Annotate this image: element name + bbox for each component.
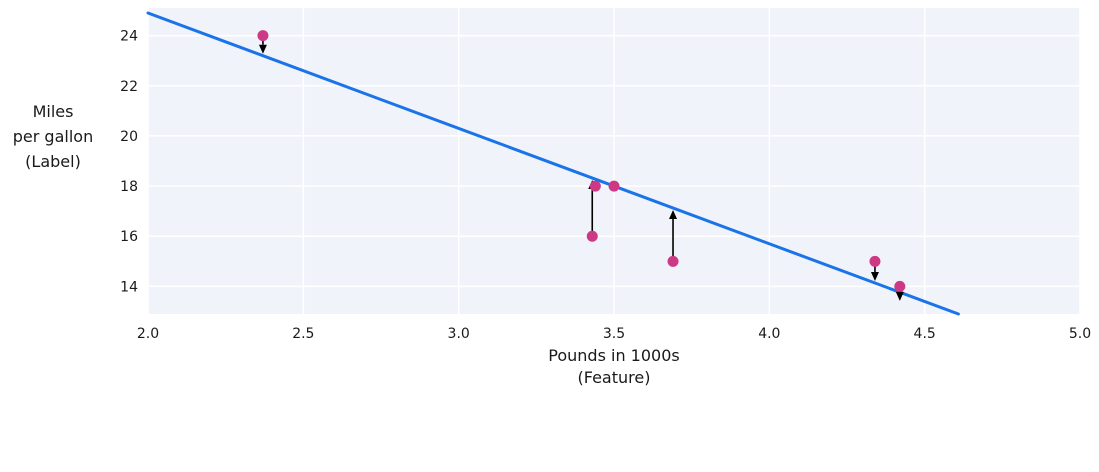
y-tick-label: 24 <box>120 29 138 45</box>
loss-arrowhead <box>258 44 267 54</box>
loss-arrowhead <box>669 210 678 220</box>
data-point <box>608 180 620 192</box>
y-tick-label: 18 <box>120 179 138 195</box>
y-tick-label: 22 <box>120 79 138 95</box>
x-tick-label: 3.5 <box>603 326 625 342</box>
data-point <box>589 180 601 192</box>
scatter-plot: 2.0 2.5 3.0 3.5 4.0 4.5 5.0 14 16 18 20 22 24 <box>120 8 1091 342</box>
loss-arrowhead <box>870 271 879 281</box>
y-tick-label: 20 <box>120 129 138 145</box>
x-tick-label: 3.0 <box>448 326 470 342</box>
y-tick-label: 14 <box>120 279 138 295</box>
x-tick-label: 2.0 <box>137 326 159 342</box>
x-tick-label: 5.0 <box>1069 326 1091 342</box>
y-axis-label: Miles per gallon (Label) <box>12 102 94 171</box>
x-tick-label: 4.5 <box>914 326 936 342</box>
x-axis-label: Pounds in 1000s (Feature) <box>548 346 680 387</box>
data-point <box>894 280 906 292</box>
y-tick-label: 16 <box>120 229 138 245</box>
model-line <box>146 11 960 316</box>
x-tick-label: 2.5 <box>292 326 314 342</box>
data-point <box>869 255 881 267</box>
data-point <box>257 30 269 42</box>
data-point <box>586 230 598 242</box>
data-point <box>667 255 679 267</box>
loss-arrowhead <box>895 291 904 301</box>
x-tick-label: 4.0 <box>758 326 780 342</box>
legend: Loss lines Model <box>0 395 1099 472</box>
